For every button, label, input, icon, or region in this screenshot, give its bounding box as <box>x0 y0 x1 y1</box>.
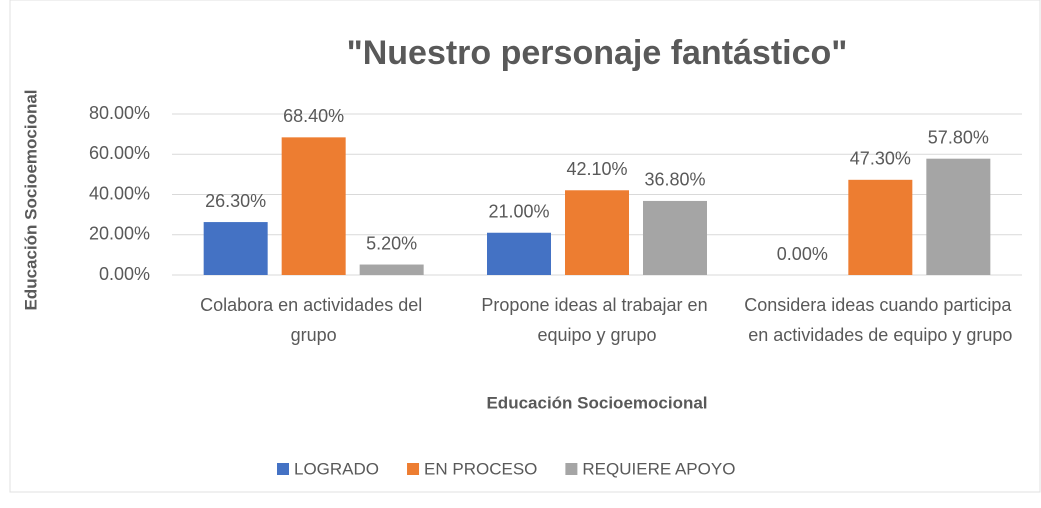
bar <box>359 264 424 275</box>
bar <box>487 232 551 275</box>
legend-swatch <box>277 463 289 475</box>
value-label: 47.30% <box>850 149 911 169</box>
y-tick-label: 60.00% <box>89 143 150 163</box>
value-label: 42.10% <box>566 159 627 179</box>
legend-swatch <box>407 463 420 475</box>
bar <box>281 137 346 275</box>
x-tick-label: Propone ideas al trabajar en equipo y gr… <box>481 295 712 345</box>
value-label: 0.00% <box>777 244 828 264</box>
y-tick-label: 0.00% <box>99 264 150 284</box>
bar <box>203 222 268 275</box>
y-tick-label: 20.00% <box>89 224 150 244</box>
x-axis-label: Educación Socioemocional <box>486 393 707 412</box>
bar <box>643 200 707 275</box>
value-label: 68.40% <box>283 106 344 126</box>
y-tick-label: 80.00% <box>89 103 150 123</box>
y-axis-label: Educación Socioemocional <box>21 89 40 310</box>
chart-title: "Nuestro personaje fantástico" <box>347 34 848 72</box>
legend-label: REQUIERE APOYO <box>582 459 735 478</box>
legend-label: LOGRADO <box>294 459 379 478</box>
value-label: 26.30% <box>205 191 266 211</box>
bar <box>848 179 913 275</box>
legend-swatch <box>565 463 578 475</box>
value-label: 21.00% <box>488 201 549 221</box>
y-tick-label: 40.00% <box>89 183 150 203</box>
legend-label: EN PROCESO <box>424 459 537 478</box>
bar <box>926 158 991 275</box>
value-label: 57.80% <box>928 127 989 147</box>
bar <box>565 190 629 275</box>
x-tick-label: Colabora en actividades del grupo <box>200 295 427 345</box>
value-label: 36.80% <box>644 170 705 190</box>
chart-border <box>9 0 1041 493</box>
value-label: 5.20% <box>366 233 417 253</box>
x-tick-label: Considera ideas cuando participa en acti… <box>744 295 1016 345</box>
